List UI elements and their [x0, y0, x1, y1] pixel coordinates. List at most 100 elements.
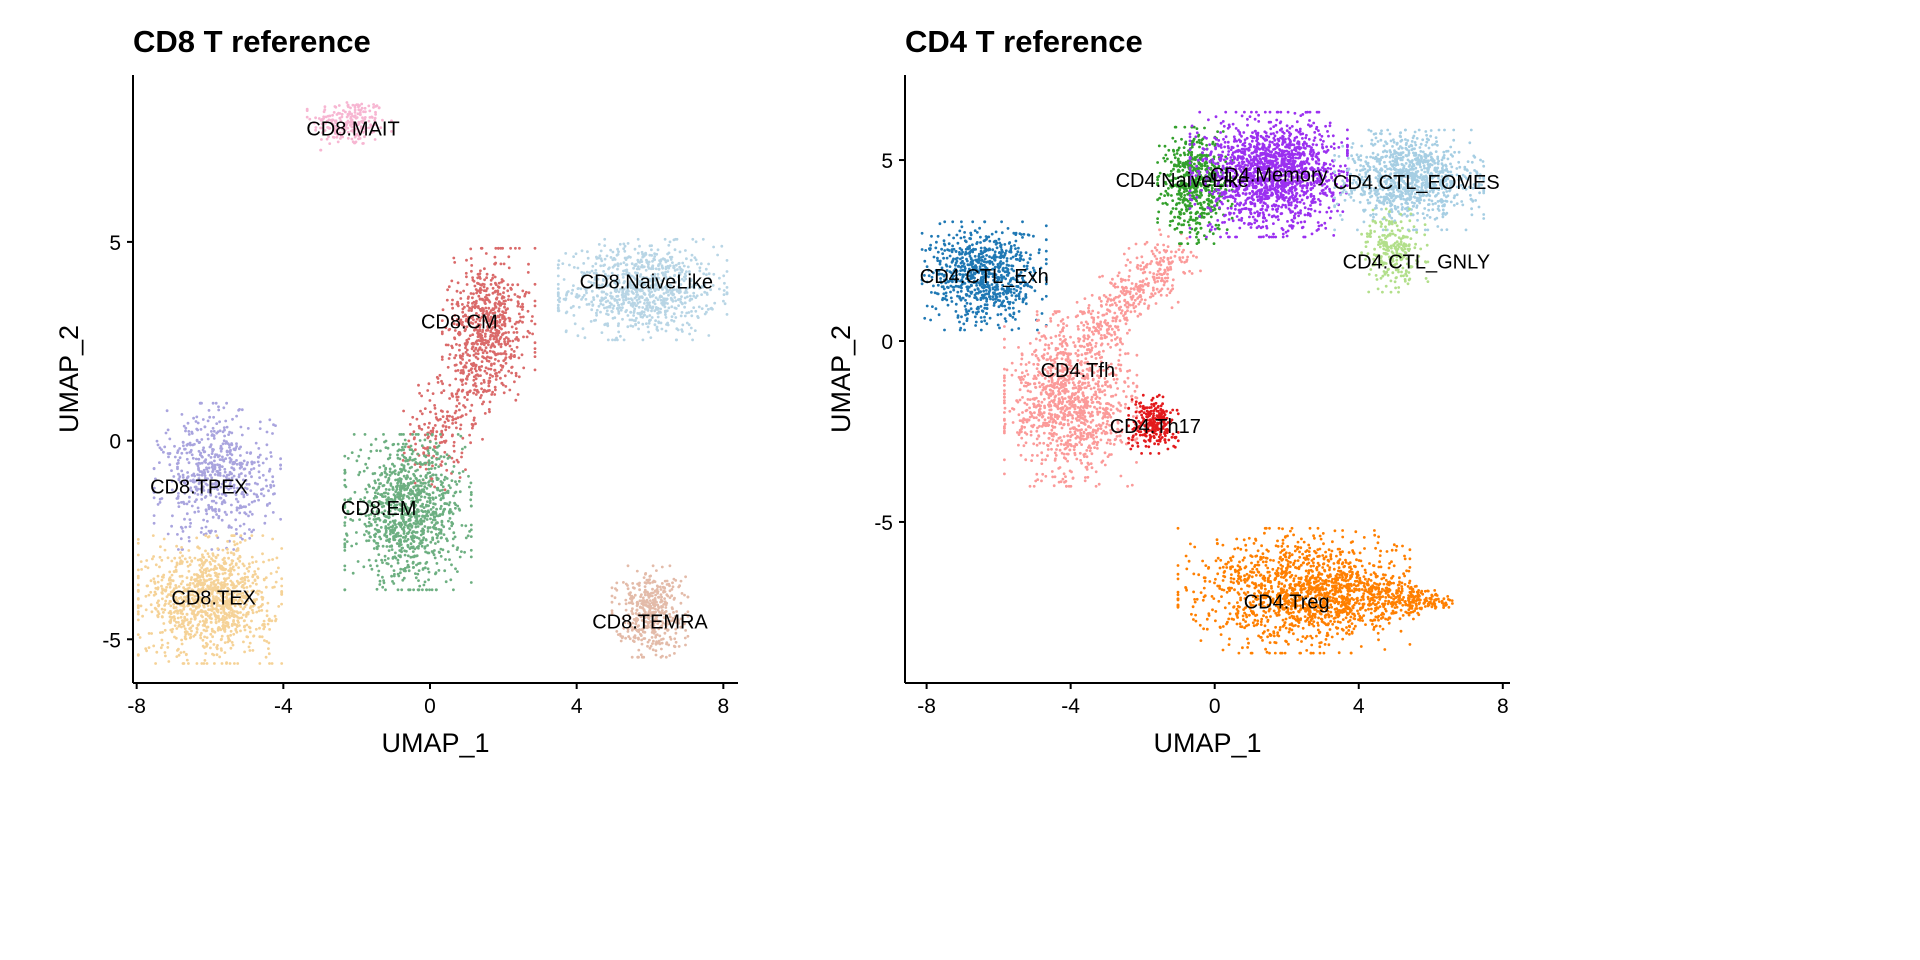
- point: [219, 647, 223, 650]
- point: [443, 450, 447, 454]
- point: [176, 533, 179, 536]
- point: [666, 302, 669, 305]
- point: [136, 610, 140, 614]
- point: [170, 524, 174, 528]
- point: [270, 662, 274, 665]
- point: [189, 479, 193, 483]
- point: [635, 290, 638, 294]
- point: [167, 602, 171, 605]
- point: [582, 293, 586, 297]
- point: [162, 622, 166, 625]
- point: [436, 381, 440, 384]
- point: [382, 464, 386, 468]
- point: [381, 575, 384, 579]
- point: [229, 479, 233, 483]
- point: [515, 336, 519, 339]
- point: [343, 538, 347, 541]
- point: [470, 422, 474, 426]
- point: [401, 453, 404, 457]
- point: [182, 500, 185, 504]
- point: [651, 621, 654, 625]
- point: [253, 579, 257, 582]
- point: [214, 510, 218, 513]
- point: [664, 316, 668, 319]
- point: [458, 508, 462, 512]
- point: [232, 584, 236, 587]
- point: [186, 564, 190, 568]
- point: [274, 619, 277, 623]
- point: [384, 467, 387, 471]
- point: [452, 444, 456, 448]
- point: [570, 292, 574, 295]
- point: [681, 268, 684, 272]
- point: [210, 430, 213, 433]
- point: [342, 125, 346, 129]
- point: [474, 320, 478, 324]
- point: [455, 302, 459, 306]
- point: [440, 429, 444, 433]
- point: [415, 530, 419, 534]
- point: [211, 515, 215, 519]
- point: [408, 423, 412, 426]
- point: [531, 315, 534, 318]
- point: [200, 614, 203, 618]
- point: [516, 300, 520, 304]
- point: [491, 311, 495, 315]
- point: [521, 308, 524, 311]
- point: [597, 283, 601, 287]
- point: [230, 472, 234, 476]
- point: [181, 473, 185, 477]
- point: [456, 570, 459, 573]
- point: [396, 453, 399, 457]
- point: [199, 531, 203, 534]
- point: [454, 369, 458, 373]
- point: [175, 586, 178, 590]
- point: [343, 468, 347, 472]
- point: [245, 613, 248, 616]
- point: [602, 264, 605, 267]
- point: [216, 608, 220, 612]
- point: [428, 471, 432, 474]
- point: [234, 493, 238, 497]
- cluster-CD8.NaiveLike: [556, 237, 729, 342]
- point: [213, 559, 217, 563]
- point: [703, 283, 707, 287]
- point: [458, 476, 462, 479]
- point: [467, 337, 471, 341]
- point: [218, 464, 222, 468]
- point: [507, 369, 511, 373]
- point: [688, 332, 691, 336]
- point: [186, 421, 190, 425]
- point: [412, 486, 416, 490]
- point: [689, 258, 693, 262]
- point: [232, 534, 236, 537]
- point: [320, 122, 324, 126]
- point: [632, 319, 636, 322]
- point: [687, 323, 691, 327]
- point: [163, 548, 167, 552]
- point: [340, 115, 344, 119]
- point: [469, 247, 473, 251]
- point: [323, 105, 327, 109]
- point: [409, 542, 413, 546]
- point: [472, 349, 476, 353]
- point: [225, 475, 228, 479]
- point: [210, 627, 214, 631]
- point: [424, 461, 428, 465]
- point: [500, 278, 504, 281]
- point: [632, 266, 635, 270]
- point: [280, 584, 284, 588]
- point: [660, 647, 663, 651]
- point: [611, 338, 614, 342]
- point: [417, 537, 421, 540]
- point: [221, 458, 225, 462]
- point: [373, 514, 377, 518]
- point: [394, 507, 397, 511]
- point: [178, 475, 182, 478]
- point: [351, 125, 355, 129]
- point: [639, 615, 643, 619]
- point: [627, 601, 631, 605]
- point: [650, 274, 654, 277]
- point: [635, 267, 639, 271]
- point: [248, 528, 251, 531]
